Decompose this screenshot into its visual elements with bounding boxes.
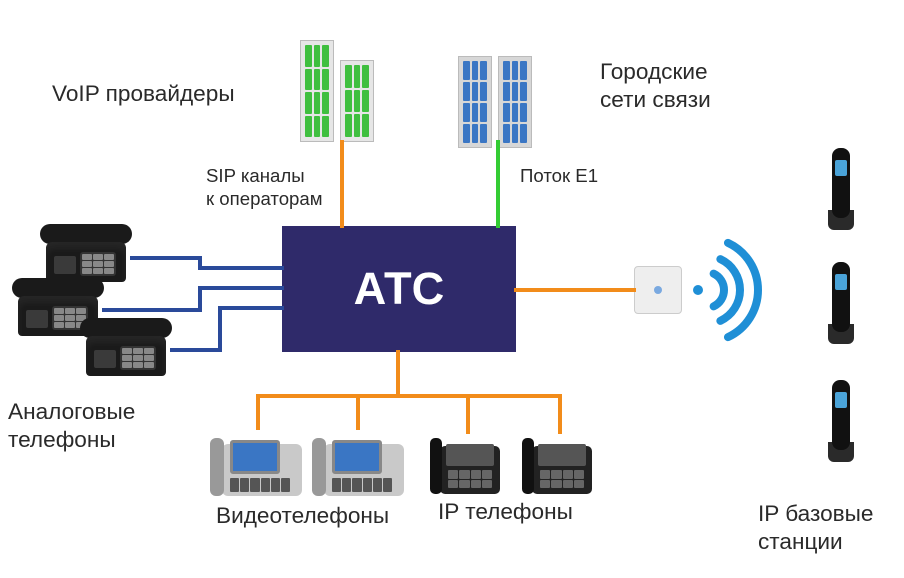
label-video-phones: Видеотелефоны (216, 502, 389, 530)
label-voip-providers: VoIP провайдеры (52, 80, 235, 108)
ip-phone-icon (522, 422, 596, 494)
cordless-phone-icon (826, 146, 856, 230)
city-building-icon (458, 46, 544, 142)
label-analog-phones: Аналоговыетелефоны (8, 398, 135, 455)
label-sip-channels: SIP каналык операторам (206, 164, 323, 211)
atc-box: АТС (282, 226, 516, 352)
cordless-phone-icon (826, 260, 856, 344)
video-phone-icon (312, 416, 406, 496)
cordless-phone-icon (826, 378, 856, 462)
ip-phone-icon (430, 422, 504, 494)
label-ip-phones: IP телефоны (438, 498, 573, 526)
label-ip-base-stations: IP базовыестанции (758, 500, 874, 557)
analog-phone-icon (80, 312, 172, 376)
label-city-networks: Городскиесети связи (600, 58, 711, 115)
atc-label: АТС (354, 263, 445, 315)
video-phone-icon (210, 416, 304, 496)
voip-building-icon (300, 40, 374, 142)
access-point-icon (634, 266, 682, 314)
label-e1-stream: Поток E1 (520, 164, 598, 187)
